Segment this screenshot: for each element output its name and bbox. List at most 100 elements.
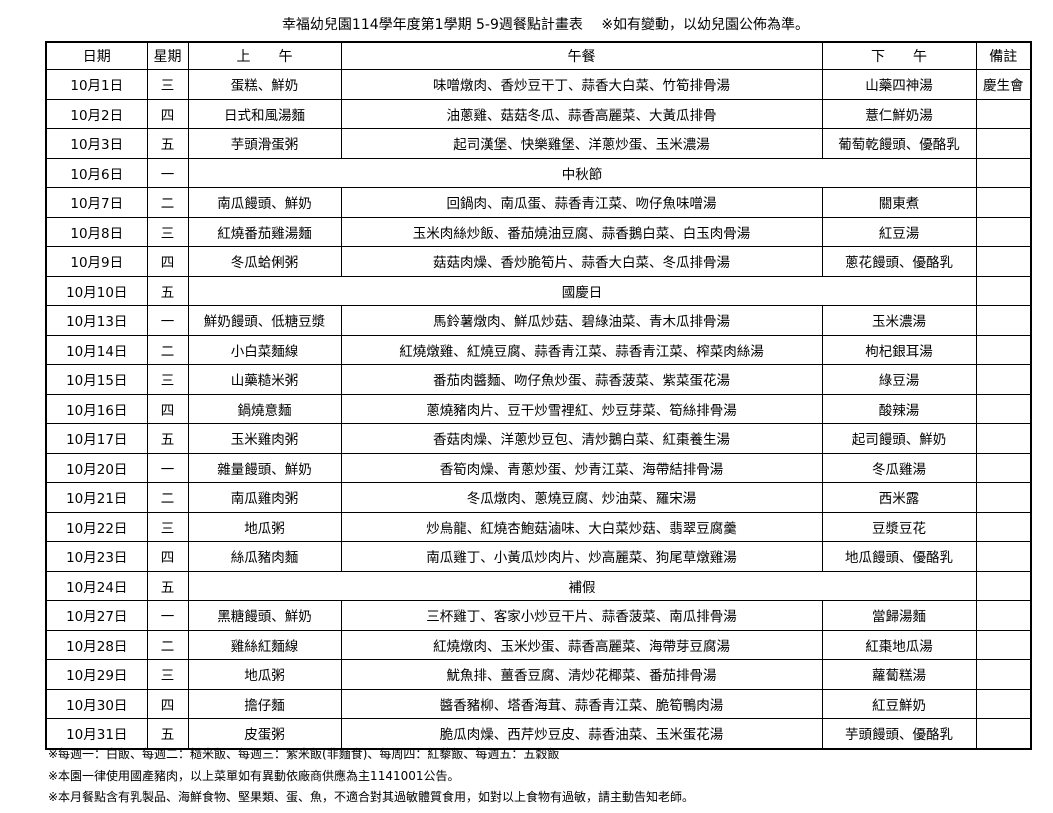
morning-snack-cell: 蛋糕、鮮奶 xyxy=(187,69,342,100)
header-afternoon: 下 午 xyxy=(821,41,977,70)
morning-snack-cell: 地瓜粥 xyxy=(187,659,342,690)
morning-snack-cell: 絲瓜豬肉麵 xyxy=(187,541,342,572)
note-cell xyxy=(975,600,1032,631)
lunch-cell: 魷魚排、薑香豆腐、清炒花椰菜、番茄排骨湯 xyxy=(340,659,823,690)
lunch-cell: 蔥燒豬肉片、豆干炒雪裡紅、炒豆芽菜、筍絲排骨湯 xyxy=(340,393,823,424)
day-cell: 五 xyxy=(146,275,189,306)
lunch-cell: 馬鈴薯燉肉、鮮瓜炒菇、碧綠油菜、青木瓜排骨湯 xyxy=(340,305,823,336)
date-cell: 10月29日 xyxy=(45,659,148,690)
morning-snack-cell: 紅燒番茄雞湯麵 xyxy=(187,216,342,247)
afternoon-snack-cell: 山藥四神湯 xyxy=(821,69,977,100)
morning-snack-cell: 鮮奶饅頭、低糖豆漿 xyxy=(187,305,342,336)
lunch-cell: 南瓜雞丁、小黃瓜炒肉片、炒高麗菜、狗尾草燉雞湯 xyxy=(340,541,823,572)
day-cell: 三 xyxy=(146,511,189,542)
day-cell: 四 xyxy=(146,246,189,277)
note-cell xyxy=(975,541,1032,572)
footnote: ※本園一律使用國產豬肉，以上菜單如有異動依廠商供應為主1141001公告。 xyxy=(48,768,460,783)
table-row: 10月6日一中秋節 xyxy=(45,157,1032,188)
table-row: 10月14日二小白菜麵線 紅燒燉雞、紅燒豆腐、蒜香青江菜、蒜香青江菜、榨菜肉絲湯枸… xyxy=(45,334,1032,365)
date-cell: 10月6日 xyxy=(45,157,148,188)
date-cell: 10月27日 xyxy=(45,600,148,631)
morning-snack-cell: 冬瓜蛤俐粥 xyxy=(187,246,342,277)
afternoon-snack-cell: 蔥花饅頭、優酪乳 xyxy=(821,246,977,277)
lunch-cell: 紅燒燉肉、玉米炒蛋、蒜香高麗菜、海帶芽豆腐湯 xyxy=(340,629,823,660)
note-cell xyxy=(975,688,1032,719)
morning-snack-cell: 山藥糙米粥 xyxy=(187,364,342,395)
morning-snack-cell: 黑糖饅頭、鮮奶 xyxy=(187,600,342,631)
table-row: 10月24日五補假 xyxy=(45,570,1032,601)
date-cell: 10月24日 xyxy=(45,570,148,601)
lunch-cell: 香菇肉燥、洋蔥炒豆包、清炒鵝白菜、紅棗養生湯 xyxy=(340,423,823,454)
date-cell: 10月20日 xyxy=(45,452,148,483)
note-cell xyxy=(975,275,1032,306)
date-cell: 10月1日 xyxy=(45,69,148,100)
day-cell: 三 xyxy=(146,69,189,100)
note-cell xyxy=(975,216,1032,247)
afternoon-snack-cell: 關東煮 xyxy=(821,187,977,218)
date-cell: 10月22日 xyxy=(45,511,148,542)
afternoon-snack-cell: 紅豆湯 xyxy=(821,216,977,247)
afternoon-snack-cell: 葡萄乾饅頭、優酪乳 xyxy=(821,128,977,159)
morning-snack-cell: 玉米雞肉粥 xyxy=(187,423,342,454)
date-cell: 10月17日 xyxy=(45,423,148,454)
afternoon-snack-cell: 紅豆鮮奶 xyxy=(821,688,977,719)
day-cell: 三 xyxy=(146,659,189,690)
header-day: 星期 xyxy=(146,41,189,70)
table-row: 10月2日四日式和風湯麵 油蔥雞、菇菇冬瓜、蒜香高麗菜、大黃瓜排骨 薏仁鮮奶湯 xyxy=(45,98,1032,129)
table-row: 10月8日三紅燒番茄雞湯麵 玉米肉絲炒飯、番茄燒油豆腐、蒜香鵝白菜、白玉肉骨湯 紅豆… xyxy=(45,216,1032,247)
footnote: ※本月餐點含有乳製品、海鮮食物、堅果類、蛋、魚，不適合對其過敏體質食用，如對以上… xyxy=(48,790,695,804)
note-cell xyxy=(975,246,1032,277)
afternoon-snack-cell: 枸杞銀耳湯 xyxy=(821,334,977,365)
afternoon-snack-cell: 薏仁鮮奶湯 xyxy=(821,98,977,129)
day-cell: 五 xyxy=(146,423,189,454)
lunch-cell: 紅燒燉雞、紅燒豆腐、蒜香青江菜、蒜香青江菜、榨菜肉絲湯 xyxy=(340,334,823,365)
header-row: 日期 星期 上 午 午餐 下 午 備註 xyxy=(45,41,1032,70)
lunch-cell: 冬瓜燉肉、蔥燒豆腐、炒油菜、羅宋湯 xyxy=(340,482,823,513)
holiday-cell: 中秋節 xyxy=(187,157,977,188)
date-cell: 10月30日 xyxy=(45,688,148,719)
table-row: 10月21日二南瓜雞肉粥 冬瓜燉肉、蔥燒豆腐、炒油菜、羅宋湯 西米露 xyxy=(45,482,1032,513)
table-row: 10月31日五皮蛋粥 脆瓜肉燥、西芹炒豆皮、蒜香油菜、玉米蛋花湯 芋頭饅頭、優酪乳 xyxy=(45,718,1032,749)
day-cell: 二 xyxy=(146,334,189,365)
note-cell xyxy=(975,452,1032,483)
morning-snack-cell: 雜量饅頭、鮮奶 xyxy=(187,452,342,483)
afternoon-snack-cell: 芋頭饅頭、優酪乳 xyxy=(821,718,977,749)
note-cell xyxy=(975,98,1032,129)
table-row: 10月13日一鮮奶饅頭、低糖豆漿 馬鈴薯燉肉、鮮瓜炒菇、碧綠油菜、青木瓜排骨湯 玉米… xyxy=(45,305,1032,336)
day-cell: 二 xyxy=(146,187,189,218)
afternoon-snack-cell: 紅棗地瓜湯 xyxy=(821,629,977,660)
note-cell xyxy=(975,423,1032,454)
footnotes: ※每週一：白飯、每週二：糙米飯、每週三：紫米飯(非麵食)、每周四：紅藜飯、每週五… xyxy=(48,744,694,809)
morning-snack-cell: 芋頭滑蛋粥 xyxy=(187,128,342,159)
table-row: 10月10日五國慶日 xyxy=(45,275,1032,306)
afternoon-snack-cell: 地瓜饅頭、優酪乳 xyxy=(821,541,977,572)
lunch-cell: 三杯雞丁、客家小炒豆干片、蒜香菠菜、南瓜排骨湯 xyxy=(340,600,823,631)
note-cell xyxy=(975,570,1032,601)
afternoon-snack-cell: 西米露 xyxy=(821,482,977,513)
table-row: 10月27日一黑糖饅頭、鮮奶 三杯雞丁、客家小炒豆干片、蒜香菠菜、南瓜排骨湯 當歸湯… xyxy=(45,600,1032,631)
holiday-cell: 補假 xyxy=(187,570,977,601)
meal-plan-table: 日期 星期 上 午 午餐 下 午 備註 10月1日三蛋糕、鮮奶 味噌燉肉、香炒豆干… xyxy=(45,41,1032,750)
morning-snack-cell: 鍋燒意麵 xyxy=(187,393,342,424)
lunch-cell: 炒烏龍、紅燒杏鮑菇滷味、大白菜炒菇、翡翠豆腐羹 xyxy=(340,511,823,542)
lunch-cell: 香筍肉燥、青蔥炒蛋、炒青江菜、海帶結排骨湯 xyxy=(340,452,823,483)
morning-snack-cell: 小白菜麵線 xyxy=(187,334,342,365)
date-cell: 10月28日 xyxy=(45,629,148,660)
header-lunch: 午餐 xyxy=(340,41,823,70)
note-cell xyxy=(975,393,1032,424)
day-cell: 四 xyxy=(146,541,189,572)
lunch-cell: 玉米肉絲炒飯、番茄燒油豆腐、蒜香鵝白菜、白玉肉骨湯 xyxy=(340,216,823,247)
lunch-cell: 菇菇肉燥、香炒脆筍片、蒜香大白菜、冬瓜排骨湯 xyxy=(340,246,823,277)
note-cell xyxy=(975,629,1032,660)
holiday-cell: 國慶日 xyxy=(187,275,977,306)
afternoon-snack-cell: 酸辣湯 xyxy=(821,393,977,424)
day-cell: 一 xyxy=(146,452,189,483)
table-row: 10月16日四鍋燒意麵 蔥燒豬肉片、豆干炒雪裡紅、炒豆芽菜、筍絲排骨湯 酸辣湯 xyxy=(45,393,1032,424)
morning-snack-cell: 日式和風湯麵 xyxy=(187,98,342,129)
table-row: 10月15日三山藥糙米粥 番茄肉醬麵、吻仔魚炒蛋、蒜香菠菜、紫菜蛋花湯 綠豆湯 xyxy=(45,364,1032,395)
day-cell: 四 xyxy=(146,688,189,719)
note-cell xyxy=(975,334,1032,365)
day-cell: 三 xyxy=(146,364,189,395)
lunch-cell: 番茄肉醬麵、吻仔魚炒蛋、蒜香菠菜、紫菜蛋花湯 xyxy=(340,364,823,395)
header-morning: 上 午 xyxy=(187,41,342,70)
